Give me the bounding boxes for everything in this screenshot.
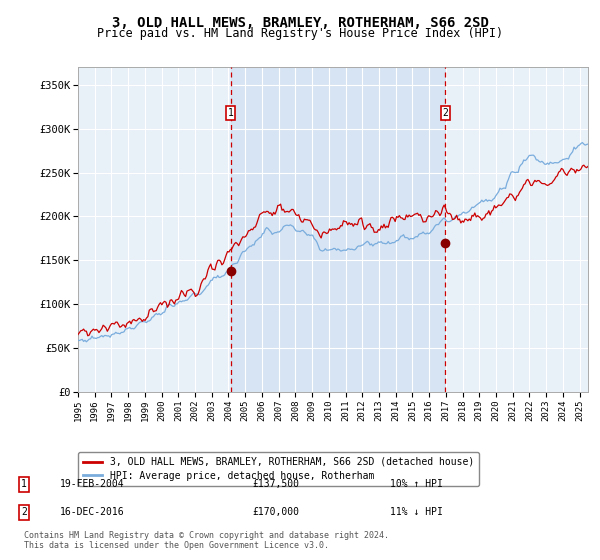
Text: 10% ↑ HPI: 10% ↑ HPI xyxy=(390,479,443,489)
Text: £170,000: £170,000 xyxy=(252,507,299,517)
Text: 2: 2 xyxy=(21,507,27,517)
Text: 11% ↓ HPI: 11% ↓ HPI xyxy=(390,507,443,517)
Text: 3, OLD HALL MEWS, BRAMLEY, ROTHERHAM, S66 2SD: 3, OLD HALL MEWS, BRAMLEY, ROTHERHAM, S6… xyxy=(112,16,488,30)
Text: 16-DEC-2016: 16-DEC-2016 xyxy=(60,507,125,517)
Legend: 3, OLD HALL MEWS, BRAMLEY, ROTHERHAM, S66 2SD (detached house), HPI: Average pri: 3, OLD HALL MEWS, BRAMLEY, ROTHERHAM, S6… xyxy=(78,452,479,486)
Text: 1: 1 xyxy=(21,479,27,489)
Text: 19-FEB-2004: 19-FEB-2004 xyxy=(60,479,125,489)
Text: 1: 1 xyxy=(228,108,233,118)
Bar xyxy=(230,67,445,392)
Text: 2: 2 xyxy=(442,108,448,118)
Text: Price paid vs. HM Land Registry's House Price Index (HPI): Price paid vs. HM Land Registry's House … xyxy=(97,27,503,40)
Text: £137,500: £137,500 xyxy=(252,479,299,489)
Text: Contains HM Land Registry data © Crown copyright and database right 2024.
This d: Contains HM Land Registry data © Crown c… xyxy=(24,530,389,550)
